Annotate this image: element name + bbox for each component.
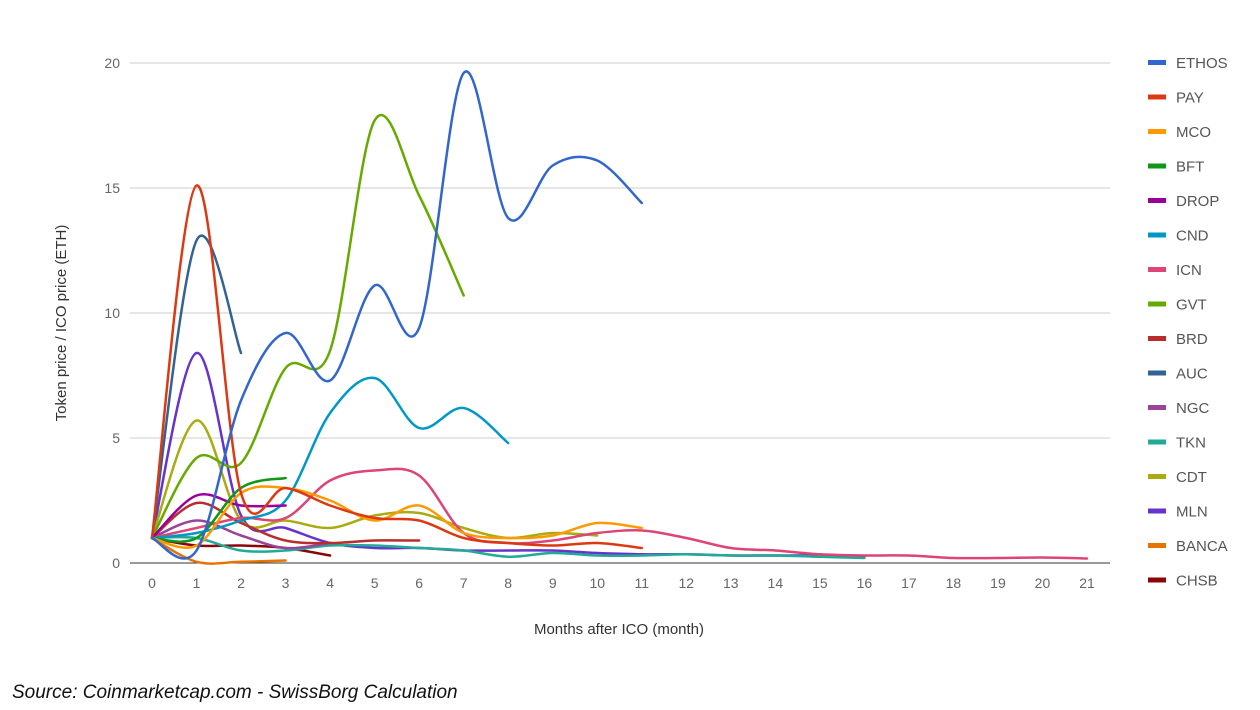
x-tick-label: 8: [504, 575, 512, 591]
legend-swatch-icn: [1148, 267, 1166, 272]
legend-swatch-drop: [1148, 198, 1166, 203]
y-tick-label: 5: [112, 430, 120, 446]
x-axis-title: Months after ICO (month): [534, 621, 704, 638]
legend-swatch-tkn: [1148, 439, 1166, 445]
x-tick-label: 20: [1035, 575, 1051, 591]
legend-label-icn: ICN: [1176, 262, 1202, 279]
legend-swatch-cnd: [1148, 232, 1166, 238]
series-line-ngc: [150, 519, 332, 550]
x-tick-label: 3: [282, 575, 290, 591]
legend-label-chsb: CHSB: [1176, 573, 1218, 590]
legend-swatch-bft: [1148, 163, 1166, 169]
legend-swatch-banca: [1148, 543, 1166, 548]
legend-label-cdt: CDT: [1176, 469, 1207, 486]
series-line-pay: [150, 184, 644, 550]
x-tick-label: 14: [768, 575, 784, 591]
x-tick-label: 16: [857, 575, 873, 591]
x-tick-label: 10: [589, 575, 605, 591]
series-line-mco: [150, 485, 644, 549]
series-line-banca: [150, 536, 287, 565]
legend-swatch-ethos: [1148, 60, 1166, 65]
y-tick-label: 15: [104, 180, 120, 196]
legend-label-auc: AUC: [1176, 366, 1208, 383]
legend-label-tkn: TKN: [1176, 435, 1206, 452]
x-tick-label: 12: [678, 575, 694, 591]
x-tick-label: 13: [723, 575, 739, 591]
x-tick-label: 21: [1079, 575, 1095, 591]
legend-swatch-mco: [1148, 129, 1166, 134]
series-line-auc: [150, 234, 243, 540]
x-tick-label: 4: [326, 575, 334, 591]
x-tick-label: 1: [193, 575, 201, 591]
series-line-bft: [150, 476, 287, 543]
legend-label-mco: MCO: [1176, 124, 1211, 141]
legend-swatch-brd: [1148, 336, 1166, 341]
series-line-cnd: [150, 376, 510, 540]
x-tick-label: 18: [946, 575, 962, 591]
x-tick-label: 6: [415, 575, 423, 591]
x-tick-label: 17: [901, 575, 917, 591]
legend-label-cnd: CND: [1176, 228, 1209, 245]
series-lines: [150, 70, 1089, 565]
legend-swatch-ngc: [1148, 405, 1166, 410]
source-caption: Source: Coinmarketcap.com - SwissBorg Ca…: [12, 682, 458, 703]
series-line-icn: [150, 467, 1089, 560]
legend-label-pay: PAY: [1176, 90, 1204, 107]
series-line-brd: [150, 501, 421, 545]
legend-label-mln: MLN: [1176, 504, 1208, 521]
legend-label-gvt: GVT: [1176, 297, 1207, 314]
legend-swatch-chsb: [1148, 577, 1166, 583]
x-tick-label: 0: [148, 575, 156, 591]
y-axis-ticks: 0 5 10 15 20: [104, 55, 120, 571]
legend-label-ngc: NGC: [1176, 400, 1210, 417]
legend-label-ethos: ETHOS: [1176, 55, 1228, 72]
legend-label-banca: BANCA: [1176, 538, 1228, 555]
x-tick-label: 15: [812, 575, 828, 591]
legend-label-brd: BRD: [1176, 331, 1208, 348]
legend-label-bft: BFT: [1176, 159, 1204, 176]
x-tick-label: 19: [990, 575, 1006, 591]
legend-swatch-auc: [1148, 370, 1166, 376]
series-line-gvt: [150, 113, 465, 540]
gridlines: [130, 62, 1110, 564]
x-axis-ticks: 0 1 2 3 4 5 6 7 8 9 10 11 12 13 14 15 16 17 18 19 20 21: [148, 575, 1095, 591]
legend-swatch-cdt: [1148, 474, 1166, 479]
x-tick-label: 5: [371, 575, 379, 591]
legend-swatch-gvt: [1148, 301, 1166, 307]
x-tick-label: 2: [237, 575, 245, 591]
x-tick-label: 11: [634, 575, 649, 591]
x-tick-label: 9: [549, 575, 557, 591]
y-tick-label: 0: [112, 555, 120, 571]
x-tick-label: 7: [460, 575, 468, 591]
y-axis-title: Token price / ICO price (ETH): [53, 225, 70, 422]
legend: ETHOS PAY MCO BFT DROP CND ICN GVT BRD AUC NGC TKN C…: [1148, 55, 1228, 590]
legend-swatch-pay: [1148, 94, 1166, 100]
series-line-ethos: [150, 70, 644, 560]
series-line-tkn: [150, 535, 866, 560]
y-tick-label: 10: [104, 305, 120, 321]
legend-label-drop: DROP: [1176, 193, 1219, 210]
y-tick-label: 20: [104, 55, 120, 71]
legend-swatch-mln: [1148, 508, 1166, 514]
